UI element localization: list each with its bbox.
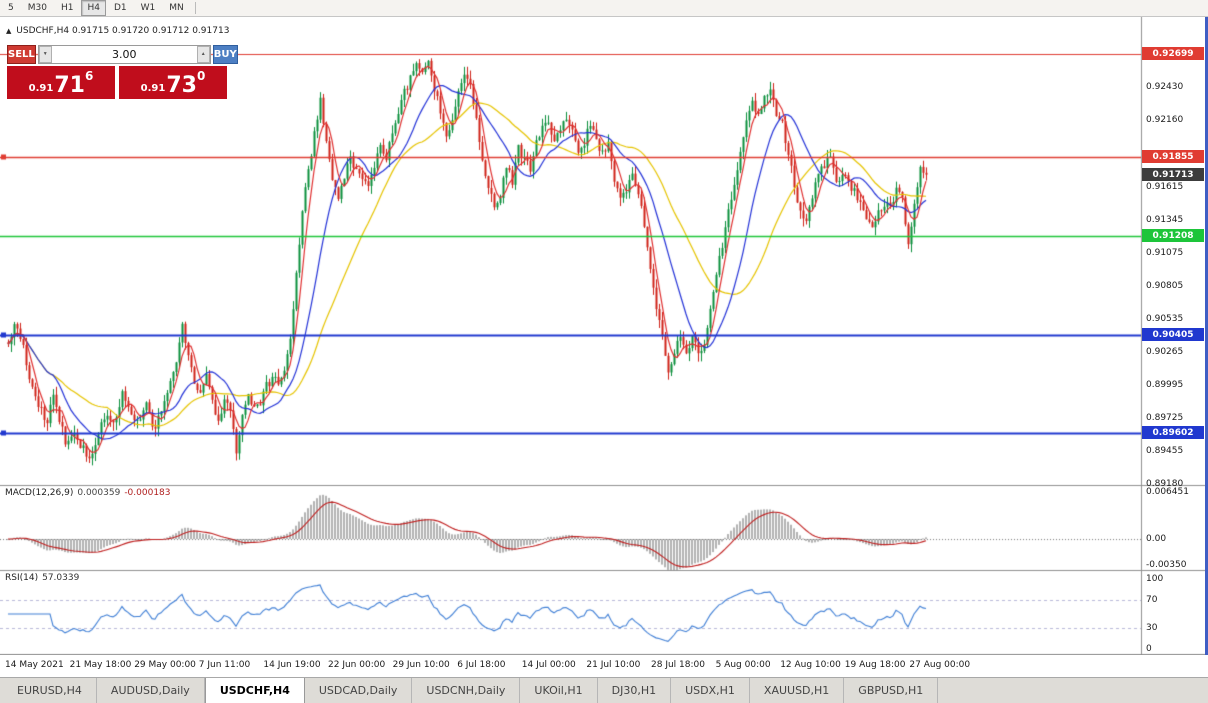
- price-axis-tick: 0.89995: [1146, 379, 1184, 390]
- chart-tab-xauusd-h1[interactable]: XAUUSD,H1: [750, 678, 845, 703]
- level-price-badge: 0.92699: [1142, 47, 1204, 61]
- chart-title-symbol: USDCHF,H4: [16, 26, 70, 36]
- price-axis-tick: 0.91345: [1146, 214, 1184, 225]
- price-axis-tick: 0.92430: [1146, 82, 1184, 93]
- rsi-value: 57.0339: [42, 573, 80, 583]
- macd-value-main: 0.000359: [77, 488, 121, 498]
- timeframe-button-w1[interactable]: W1: [135, 0, 162, 16]
- chart-tab-usdx-h1[interactable]: USDX,H1: [671, 678, 750, 703]
- level-price-badge: 0.91855: [1142, 150, 1204, 164]
- price-axis-tick: 0.91075: [1146, 247, 1184, 258]
- volume-decrease-button[interactable]: ▼: [38, 46, 52, 63]
- sell-price-prefix: 0.91: [28, 83, 54, 94]
- buy-price-display[interactable]: 0.91 73 0: [119, 66, 227, 99]
- toolbar-separator: [194, 2, 196, 14]
- chart-tab-audusd-daily[interactable]: AUDUSD,Daily: [97, 678, 205, 703]
- chart-tab-gbpusd-h1[interactable]: GBPUSD,H1: [844, 678, 939, 703]
- chart-tabs-bar: EURUSD,H4 AUDUSD,Daily USDCHF,H4 USDCAD,Dai…: [0, 677, 1208, 703]
- volume-input[interactable]: [51, 46, 197, 63]
- chart-tab-usdcnh-daily[interactable]: USDCNH,Daily: [412, 678, 521, 703]
- trade-panel-controls: SELL ▼ ▲ BUY: [7, 45, 238, 64]
- timeframe-button-d1[interactable]: D1: [108, 0, 133, 16]
- time-axis-label: 27 Aug 00:00: [909, 660, 971, 670]
- trade-panel-prices: 0.91 71 6 0.91 73 0: [7, 66, 227, 99]
- volume-increase-button[interactable]: ▲: [196, 46, 210, 63]
- price-chart-canvas[interactable]: [0, 17, 1208, 655]
- price-axis-tick: 0.89725: [1146, 412, 1184, 423]
- price-axis-tick: 0.90265: [1146, 346, 1184, 357]
- timeframe-button-h4[interactable]: H4: [81, 0, 106, 16]
- chart-window: ▲ USDCHF,H4 0.91715 0.91720 0.91712 0.91…: [0, 17, 1208, 703]
- time-axis-label: 29 May 00:00: [134, 660, 196, 670]
- rsi-axis-label: 100: [1146, 574, 1164, 584]
- buy-price-big: 73: [166, 73, 197, 98]
- time-axis-label: 22 Jun 00:00: [328, 660, 386, 670]
- price-axis-tick: 0.90805: [1146, 280, 1184, 291]
- rsi-axis-label: 30: [1146, 623, 1158, 633]
- macd-label: MACD(12,26,9) 0.000359 -0.000183: [5, 488, 171, 498]
- time-axis-label: 12 Aug 10:00: [780, 660, 841, 670]
- macd-axis-label: 0.006451: [1146, 486, 1189, 497]
- chart-tab-ukoil-h1[interactable]: UKOil,H1: [520, 678, 598, 703]
- buy-price-prefix: 0.91: [140, 83, 166, 94]
- symbol-marker-icon: ▲: [6, 27, 12, 35]
- chart-tab-usdcad-daily[interactable]: USDCAD,Daily: [305, 678, 413, 703]
- timeframe-button-5[interactable]: 5: [2, 0, 20, 16]
- buy-button[interactable]: BUY: [212, 45, 238, 64]
- current-price-badge: 0.91713: [1142, 167, 1204, 181]
- macd-value-signal: -0.000183: [124, 488, 171, 498]
- timeframe-toolbar: 5 M30 H1 H4 D1 W1 MN: [0, 0, 1208, 17]
- time-axis-label: 5 Aug 00:00: [715, 660, 771, 670]
- price-axis: 0.92430 0.92160 0.91615 0.91345 0.91075 0.908…: [1141, 17, 1208, 655]
- macd-name: MACD(12,26,9): [5, 488, 74, 498]
- macd-axis-label: -0.00350: [1146, 559, 1187, 570]
- price-axis-tick: 0.91615: [1146, 181, 1184, 192]
- price-axis-tick: 0.90535: [1146, 313, 1184, 324]
- chart-title-ohlc: 0.91715 0.91720 0.91712 0.91713: [71, 26, 230, 36]
- chart-tab-dj30-h1[interactable]: DJ30,H1: [598, 678, 672, 703]
- level-price-badge: 0.90405: [1142, 327, 1204, 341]
- volume-control: ▼ ▲: [37, 45, 211, 64]
- price-axis-tick: 0.92160: [1146, 115, 1184, 126]
- sell-price-display[interactable]: 0.91 71 6: [7, 66, 115, 99]
- level-price-badge: 0.89602: [1142, 425, 1204, 439]
- chart-title: ▲ USDCHF,H4 0.91715 0.91720 0.91712 0.91…: [6, 26, 229, 36]
- sell-price-pip: 6: [84, 69, 94, 83]
- macd-axis-label: 0.00: [1146, 534, 1167, 545]
- time-axis-label: 28 Jul 18:00: [651, 660, 705, 670]
- timeframe-button-h1[interactable]: H1: [55, 0, 80, 16]
- time-axis-label: 21 May 18:00: [69, 660, 132, 670]
- rsi-label: RSI(14) 57.0339: [5, 573, 79, 583]
- time-axis-label: 6 Jul 18:00: [457, 660, 506, 670]
- price-axis-tick: 0.89180: [1146, 479, 1184, 490]
- chart-tab-eurusd-h4[interactable]: EURUSD,H4: [3, 678, 97, 703]
- time-axis-label: 14 Jun 19:00: [263, 660, 321, 670]
- rsi-axis-label: 70: [1146, 595, 1158, 605]
- window-edge-border: [1205, 17, 1208, 655]
- time-axis-label: 21 Jul 10:00: [586, 660, 641, 670]
- buy-price-pip: 0: [196, 69, 206, 83]
- sell-price-big: 71: [54, 73, 85, 98]
- level-price-badge: 0.91208: [1142, 229, 1204, 243]
- rsi-name: RSI(14): [5, 573, 39, 583]
- time-axis-label: 14 Jul 00:00: [521, 660, 576, 670]
- time-axis-label: 14 May 2021: [5, 660, 64, 670]
- chart-tab-usdchf-h4[interactable]: USDCHF,H4: [204, 678, 305, 703]
- time-axis-label: 29 Jun 10:00: [392, 660, 450, 670]
- timeframe-button-m30[interactable]: M30: [22, 0, 53, 16]
- timeframe-button-mn[interactable]: MN: [163, 0, 190, 16]
- price-axis-tick: 0.89455: [1146, 445, 1184, 456]
- time-axis-label: 19 Aug 18:00: [844, 660, 906, 670]
- time-axis: 14 May 2021 21 May 18:00 29 May 00:00 7 Jun…: [0, 655, 1141, 677]
- sell-button[interactable]: SELL: [7, 45, 36, 64]
- time-axis-label: 7 Jun 11:00: [198, 660, 251, 670]
- rsi-axis-label: 0: [1146, 644, 1152, 654]
